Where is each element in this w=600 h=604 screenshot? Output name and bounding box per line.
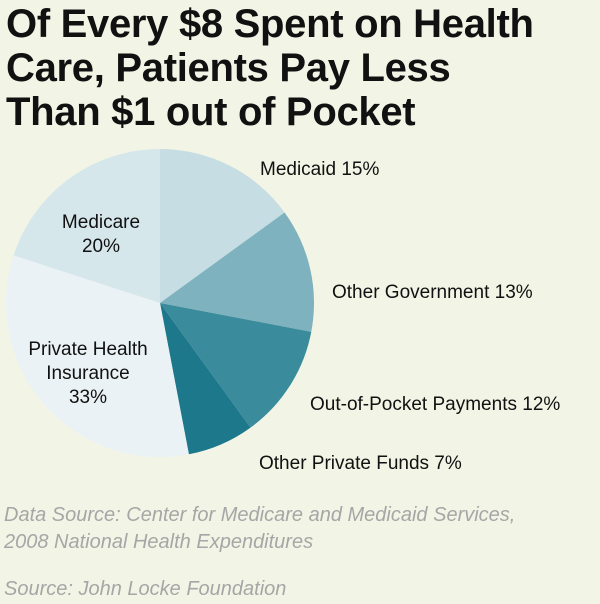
chart-title-line-2: Care, Patients Pay Less	[6, 46, 451, 90]
pie-slices	[6, 149, 314, 457]
source-credit: Source: John Locke Foundation	[4, 578, 287, 600]
pie-label-private-health-insurance: Private Health Insurance 33%	[28, 339, 147, 408]
pie-slice-medicare	[13, 149, 161, 303]
pie-slice-medicaid	[160, 149, 285, 303]
pie-slice-private-health-insurance	[6, 255, 189, 457]
chart-title-line-1: Of Every $8 Spent on Health	[6, 2, 534, 46]
pie-slice-other-government	[160, 212, 314, 332]
chart-title: Of Every $8 Spent on Health Care, Patien…	[6, 2, 596, 134]
data-source-line-2: 2008 National Health Expenditures	[4, 531, 314, 553]
pie-label-out-of-pocket-payments: Out-of-Pocket Payments 12%	[310, 394, 560, 415]
pie-labels: Medicaid 15% Other Government 13% Out-of-P…	[28, 159, 560, 474]
pie-slice-other-private-funds	[160, 303, 251, 455]
pie-chart: Medicaid 15% Other Government 13% Out-of-P…	[6, 149, 560, 474]
pie-slice-out-of-pocket-payments	[160, 303, 312, 428]
pie-label-other-government: Other Government 13%	[332, 282, 533, 303]
data-source-line-1: Data Source: Center for Medicare and Med…	[4, 504, 516, 526]
pie-label-other-private-funds: Other Private Funds 7%	[259, 453, 462, 474]
pie-label-medicare: Medicare 20%	[62, 212, 140, 257]
pie-label-medicaid: Medicaid 15%	[260, 159, 379, 180]
chart-title-line-3: Than $1 out of Pocket	[6, 90, 416, 134]
